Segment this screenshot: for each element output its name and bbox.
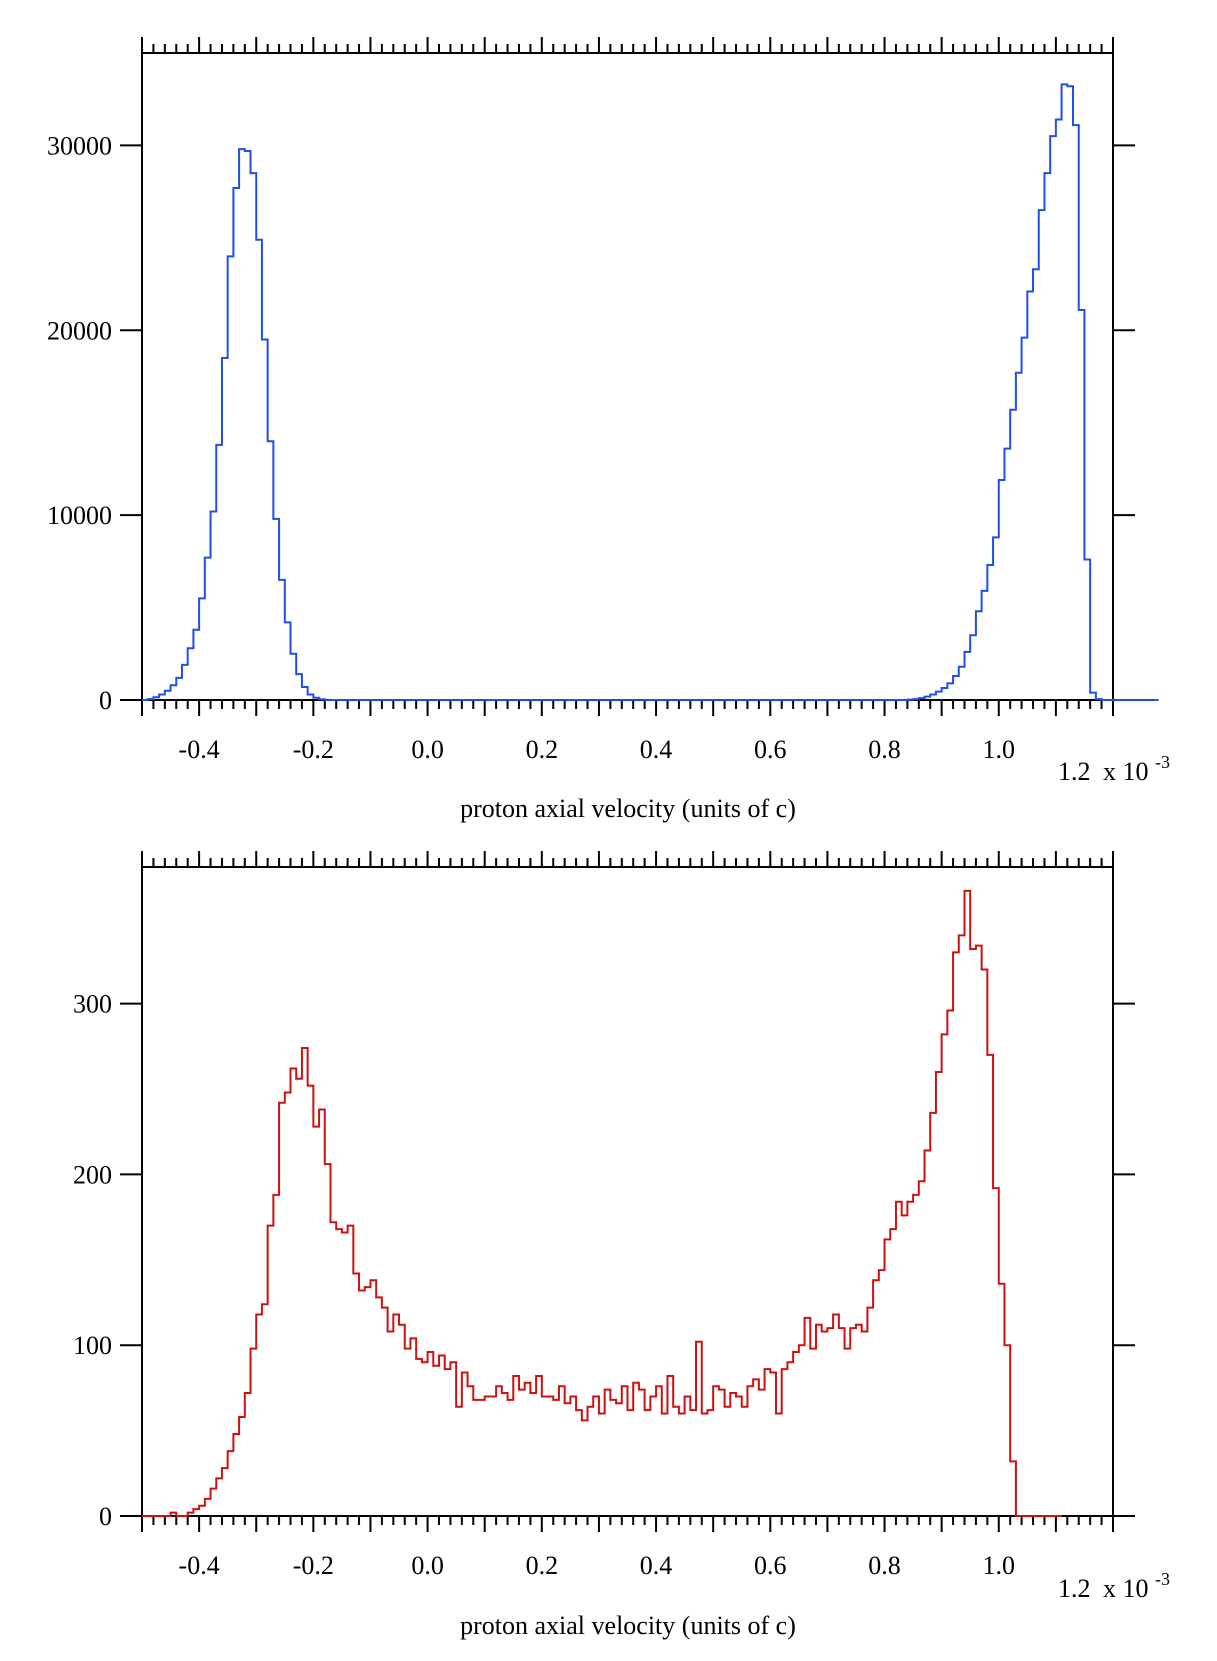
bottom-x-exponent-label: 1.2 x 10 -3 bbox=[1058, 1569, 1170, 1603]
top-x-tick-label: 1.0 bbox=[983, 735, 1016, 764]
bottom-x-tick-label: 0.2 bbox=[526, 1551, 559, 1580]
bottom-x-exponent-superscript: -3 bbox=[1155, 1569, 1170, 1589]
top-plot-frame bbox=[141, 52, 1114, 701]
top-x-exponent-tick: 1.2 bbox=[1058, 757, 1091, 786]
top-y-tick-label: 10000 bbox=[47, 501, 112, 530]
bottom-y-tick-label: 300 bbox=[73, 990, 112, 1019]
top-series bbox=[142, 83, 1159, 701]
top-x-tick-label: 0.6 bbox=[754, 735, 787, 764]
top-x-tick-label: -0.4 bbox=[179, 735, 220, 764]
top-x-exponent-label: 1.2 x 10 -3 bbox=[1058, 752, 1170, 786]
bottom-x-tick-label: 0.6 bbox=[754, 1551, 787, 1580]
bottom-y-ticks: 0 100 200 300 bbox=[73, 990, 1135, 1531]
bottom-histogram-line bbox=[142, 889, 1062, 1517]
top-x-axis-label: proton axial velocity (units of c) bbox=[460, 794, 796, 823]
bottom-x-tick-label: -0.2 bbox=[293, 1551, 334, 1580]
bottom-series bbox=[142, 889, 1062, 1517]
top-y-tick-label: 30000 bbox=[47, 131, 112, 160]
bottom-minor-ticks bbox=[141, 851, 1114, 1532]
bottom-histogram: 0 100 200 300 -0.4 -0.2 0.0 0.2 0.4 0.6 0.8 1.0 pr… bbox=[73, 851, 1170, 1640]
bottom-plot-frame bbox=[141, 866, 1114, 1517]
top-x-tick-label: 0.8 bbox=[868, 735, 901, 764]
bottom-x-ticks: -0.4 -0.2 0.0 0.2 0.4 0.6 0.8 1.0 bbox=[179, 1551, 1015, 1580]
bottom-x-tick-label: -0.4 bbox=[179, 1551, 220, 1580]
top-histogram: 0 10000 20000 30000 -0.4 -0.2 0.0 0.2 0.4 0.6 0.8… bbox=[47, 37, 1170, 823]
top-x-ticks: -0.4 -0.2 0.0 0.2 0.4 0.6 0.8 1.0 bbox=[179, 735, 1015, 764]
bottom-y-tick-label: 0 bbox=[99, 1502, 112, 1531]
top-histogram-line bbox=[142, 83, 1159, 701]
top-x-exponent-superscript: -3 bbox=[1155, 752, 1170, 772]
top-x-exponent-prefix: x 10 bbox=[1103, 757, 1149, 786]
bottom-x-tick-label: 0.8 bbox=[868, 1551, 901, 1580]
top-x-tick-label: 0.4 bbox=[640, 735, 673, 764]
top-x-tick-label: 0.0 bbox=[411, 735, 444, 764]
bottom-y-tick-label: 200 bbox=[73, 1160, 112, 1189]
bottom-x-exponent-prefix: x 10 bbox=[1103, 1574, 1149, 1603]
bottom-x-tick-label: 0.4 bbox=[640, 1551, 673, 1580]
bottom-x-axis-label: proton axial velocity (units of c) bbox=[460, 1611, 796, 1640]
top-y-tick-label: 20000 bbox=[47, 316, 112, 345]
bottom-y-tick-label: 100 bbox=[73, 1331, 112, 1360]
top-x-tick-label: -0.2 bbox=[293, 735, 334, 764]
bottom-x-tick-label: 1.0 bbox=[983, 1551, 1016, 1580]
top-minor-ticks bbox=[141, 37, 1114, 716]
top-y-tick-label: 0 bbox=[99, 686, 112, 715]
bottom-x-exponent-tick: 1.2 bbox=[1058, 1574, 1091, 1603]
bottom-x-tick-label: 0.0 bbox=[411, 1551, 444, 1580]
top-x-tick-label: 0.2 bbox=[526, 735, 559, 764]
top-y-ticks: 0 10000 20000 30000 bbox=[47, 131, 1135, 715]
